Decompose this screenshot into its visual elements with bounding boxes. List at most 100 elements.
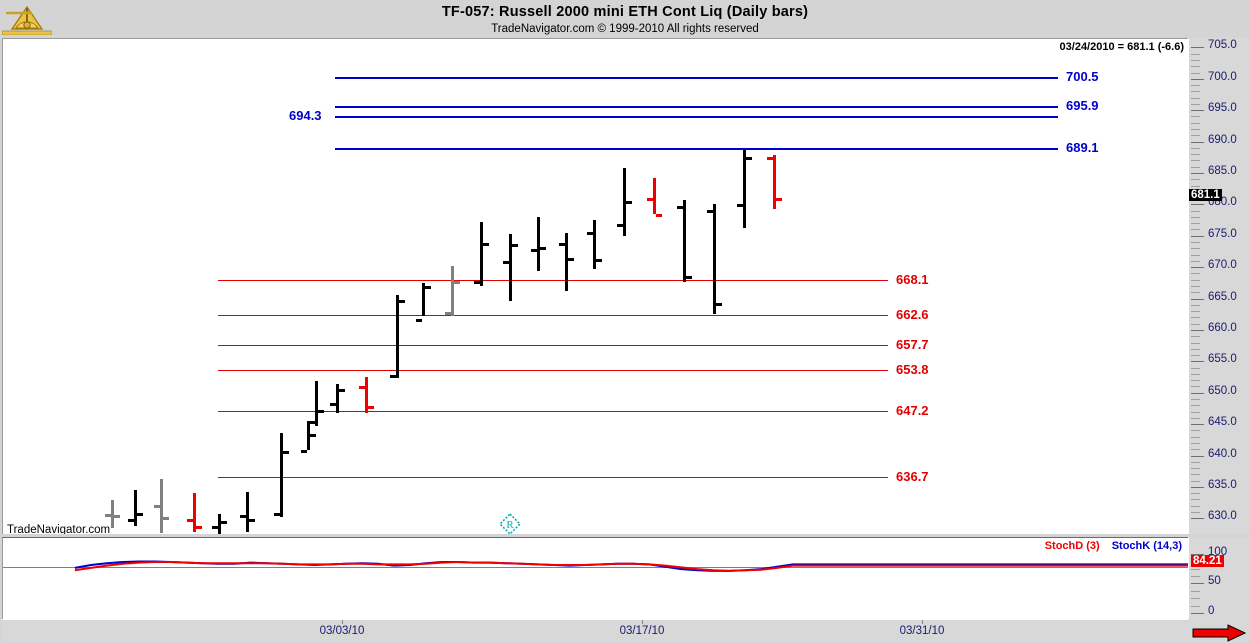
bar-open-tick (767, 157, 773, 161)
ohlc-bar[interactable] (309, 381, 324, 426)
stochastic-axis[interactable]: 100 50 0 84.21 (1188, 537, 1250, 619)
bar-close-tick (368, 405, 374, 409)
support-line[interactable] (218, 345, 888, 347)
stoch-d-label: StochD (3) (1044, 540, 1100, 552)
bar-open-tick (617, 223, 623, 227)
price-minor-tick (1191, 480, 1200, 482)
ohlc-bar[interactable] (617, 167, 632, 236)
ohlc-bar[interactable] (359, 377, 374, 413)
ohlc-bar[interactable] (330, 383, 345, 414)
price-tick (1191, 172, 1204, 174)
ohlc-bar[interactable] (301, 420, 316, 453)
bar-close-tick (318, 410, 324, 414)
support-line-label: 657.7 (896, 337, 929, 353)
price-minor-tick (1191, 223, 1200, 225)
price-minor-tick (1191, 286, 1200, 287)
resistance-line-label: 689.1 (1066, 140, 1099, 156)
ohlc-bar[interactable] (531, 216, 546, 272)
stochastic-panel[interactable]: StochD (3) StochK (14,3) (2, 537, 1188, 619)
bar-open-tick (677, 205, 683, 209)
support-line-label: 647.2 (896, 403, 929, 419)
stochastic-minor-tick (1191, 568, 1200, 570)
bar-range-stem (537, 216, 540, 272)
bar-range-stem (160, 479, 163, 534)
ohlc-bar[interactable] (647, 177, 662, 217)
price-minor-tick (1191, 493, 1200, 495)
stochastic-tick-label: 100 (1208, 545, 1228, 558)
ohlc-bar[interactable] (503, 234, 518, 301)
price-tick (1191, 141, 1204, 143)
ohlc-bar[interactable] (128, 490, 143, 526)
ohlc-bar[interactable] (737, 148, 752, 228)
bar-open-tick (274, 513, 280, 517)
ohlc-bar[interactable] (445, 265, 460, 316)
price-tick (1191, 486, 1204, 488)
price-tick (1191, 267, 1204, 269)
stochastic-plot (74, 560, 1188, 572)
ohlc-bar[interactable] (212, 514, 227, 534)
bar-open-tick (359, 385, 365, 389)
ohlc-bar[interactable] (677, 200, 692, 282)
ohlc-bar[interactable] (390, 294, 405, 379)
price-minor-tick (1191, 336, 1200, 338)
ohlc-bar[interactable] (187, 492, 202, 533)
ohlc-bar[interactable] (474, 222, 489, 286)
date-tick (922, 620, 923, 624)
ohlc-bar[interactable] (767, 155, 782, 209)
ohlc-bar[interactable] (559, 233, 574, 291)
ohlc-bar[interactable] (240, 492, 255, 532)
bar-close-tick (686, 275, 692, 279)
price-tick-label: 705.0 (1208, 39, 1237, 52)
support-line-label: 668.1 (896, 272, 929, 288)
price-tick (1191, 392, 1204, 394)
stochastic-series-line (74, 560, 1188, 572)
rollover-diamond-icon[interactable]: R (498, 512, 522, 534)
price-axis[interactable]: 705.0 700.0 695.0 690.0 685.0 680.0 675.0 670.0… (1188, 38, 1250, 534)
ohlc-bar[interactable] (707, 204, 722, 314)
resistance-line[interactable] (335, 115, 1058, 118)
support-line[interactable] (218, 369, 888, 371)
price-tick (1191, 298, 1204, 300)
ohlc-bar[interactable] (154, 479, 169, 534)
ohlc-bar[interactable] (274, 432, 289, 517)
stochastic-tick (1191, 553, 1204, 555)
bar-close-tick (568, 258, 574, 262)
support-line[interactable] (218, 314, 888, 316)
price-tick-label: 650.0 (1208, 384, 1237, 397)
price-minor-tick (1191, 91, 1200, 93)
bar-close-tick (221, 520, 227, 524)
bar-open-tick (309, 421, 315, 425)
support-line[interactable] (218, 477, 888, 479)
bar-range-stem (365, 377, 368, 413)
bar-range-stem (315, 381, 318, 426)
price-minor-tick (1191, 135, 1200, 137)
price-tick-label: 700.0 (1208, 70, 1237, 83)
support-line[interactable] (218, 280, 888, 282)
ohlc-bar[interactable] (416, 283, 431, 322)
date-axis[interactable]: 03/03/10 03/17/10 03/31/10 (2, 619, 1188, 643)
scroll-forward-arrow-icon[interactable] (1192, 624, 1247, 642)
support-line[interactable] (218, 411, 888, 413)
resistance-line[interactable] (335, 76, 1058, 79)
date-tick-label: 03/17/10 (619, 625, 665, 637)
price-tick (1191, 110, 1204, 112)
resistance-line-label: 700.5 (1066, 68, 1099, 84)
resistance-line[interactable] (335, 148, 1058, 151)
price-tick-label: 630.0 (1208, 510, 1237, 523)
price-minor-tick (1191, 342, 1200, 344)
bar-close-tick (656, 213, 662, 217)
bar-range-stem (396, 294, 399, 379)
price-minor-tick (1191, 129, 1200, 131)
bar-close-tick (339, 388, 345, 392)
price-minor-tick (1191, 323, 1200, 325)
price-chart-panel[interactable]: 03/24/2010 = 681.1 (-6.6) 700.5 695.9 694.… (2, 38, 1188, 534)
ohlc-bar[interactable] (105, 500, 120, 529)
ohlc-bar[interactable] (587, 220, 602, 269)
price-minor-tick (1191, 229, 1200, 231)
bar-open-tick (587, 231, 593, 235)
bar-open-tick (503, 260, 509, 264)
price-tick (1191, 204, 1204, 206)
price-tick (1191, 235, 1204, 237)
resistance-line[interactable] (335, 105, 1058, 108)
price-minor-tick (1191, 72, 1200, 74)
